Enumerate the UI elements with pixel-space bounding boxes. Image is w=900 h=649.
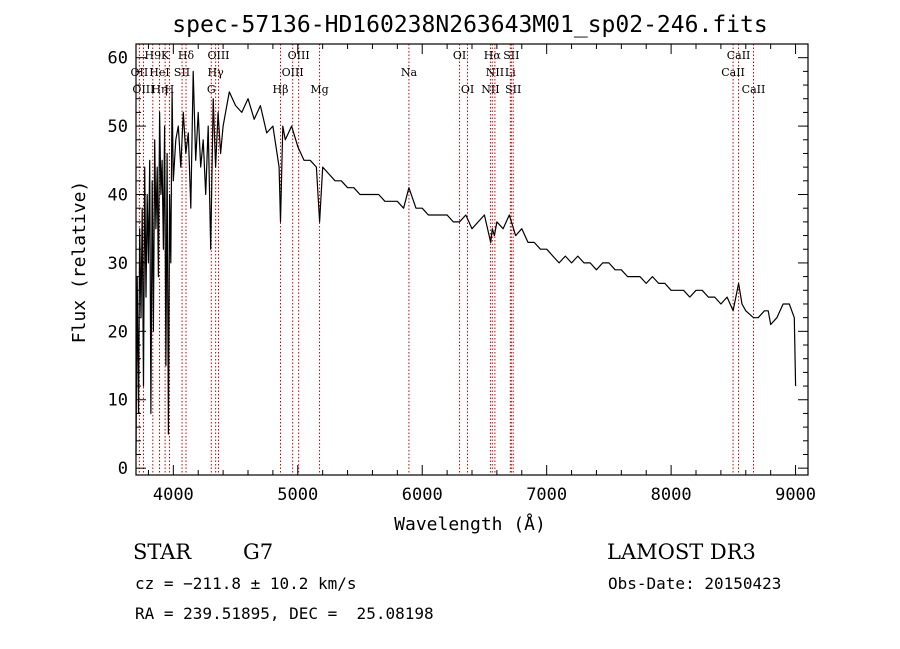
- spectral-line-label: K: [161, 49, 170, 62]
- y-tick-label: 60: [108, 49, 128, 69]
- x-tick-label: 8000: [651, 485, 692, 505]
- object-class: STAR: [133, 540, 192, 564]
- x-tick-label: 4000: [153, 485, 194, 505]
- spectral-line-label: NII: [481, 83, 499, 96]
- spectral-line-label: Mg: [310, 83, 328, 96]
- y-tick-label: 30: [108, 254, 128, 274]
- spectral-line-label: OI: [461, 83, 474, 96]
- plot-frame: [135, 43, 809, 476]
- y-tick-label: 50: [108, 117, 128, 137]
- spectral-line-label: NII: [486, 66, 504, 79]
- spectral-line-label: Na: [401, 66, 418, 79]
- observation-date: Obs-Date: 20150423: [608, 574, 782, 593]
- spectral-line-label: Hβ: [273, 83, 289, 96]
- chart-title: spec-57136-HD160238N263643M01_sp02-246.f…: [172, 12, 767, 38]
- x-tick-label: 7000: [526, 485, 567, 505]
- spectral-line-label: CaII: [727, 49, 751, 62]
- spectral-line-label: G: [207, 83, 216, 96]
- redshift-velocity: cz = −211.8 ± 10.2 km/s: [135, 574, 357, 593]
- spectral-line-label: OI: [453, 49, 466, 62]
- spectral-line-label: Hγ: [208, 66, 225, 79]
- x-axis-ticks: 4000 5000 6000 7000 8000 9000: [147, 44, 816, 505]
- y-tick-label: 40: [108, 186, 128, 206]
- spectral-line-label: H: [165, 83, 175, 96]
- y-axis-label: Flux (relative): [69, 181, 90, 344]
- x-axis-label: Wavelength (Å): [394, 513, 546, 535]
- spectral-line-label: Hη: [151, 83, 167, 96]
- spectral-line-label: H9: [145, 49, 162, 62]
- spectral-line-label: Hδ: [178, 49, 195, 62]
- spectral-line-label: SII: [505, 83, 521, 96]
- object-subclass: G7: [243, 540, 274, 564]
- x-tick-label: 9000: [775, 485, 816, 505]
- y-tick-label: 0: [118, 459, 128, 479]
- x-tick-label: 6000: [402, 485, 443, 505]
- flux-series-line: [135, 70, 797, 455]
- spectral-line-label: HeI: [149, 66, 169, 79]
- spectral-line-label: OIII: [207, 49, 229, 62]
- y-tick-label: 20: [108, 322, 128, 342]
- spectral-line-label: OIII: [288, 49, 310, 62]
- spectral-line-label: CaII: [742, 83, 766, 96]
- spectral-line-label: OIII: [282, 66, 304, 79]
- spectral-line-markers: [138, 44, 754, 475]
- spectral-line-label: Hα: [484, 49, 502, 62]
- survey-name: LAMOST DR3: [607, 540, 756, 564]
- spectral-line-label: SII: [503, 49, 519, 62]
- spectral-line-label: SII: [174, 66, 190, 79]
- spectral-line-label: OIII: [132, 83, 154, 96]
- spectral-line-label: Li: [505, 66, 516, 79]
- spectral-line-label: OII: [131, 66, 149, 79]
- spectrum-chart: spec-57136-HD160238N263643M01_sp02-246.f…: [69, 12, 816, 535]
- y-axis-ticks: 0 10 20 30 40 50 60: [108, 49, 808, 479]
- x-tick-label: 5000: [277, 485, 318, 505]
- coordinates: RA = 239.51895, DEC = 25.08198: [135, 604, 434, 623]
- y-tick-label: 10: [108, 391, 128, 411]
- spectral-line-label: CaII: [721, 66, 745, 79]
